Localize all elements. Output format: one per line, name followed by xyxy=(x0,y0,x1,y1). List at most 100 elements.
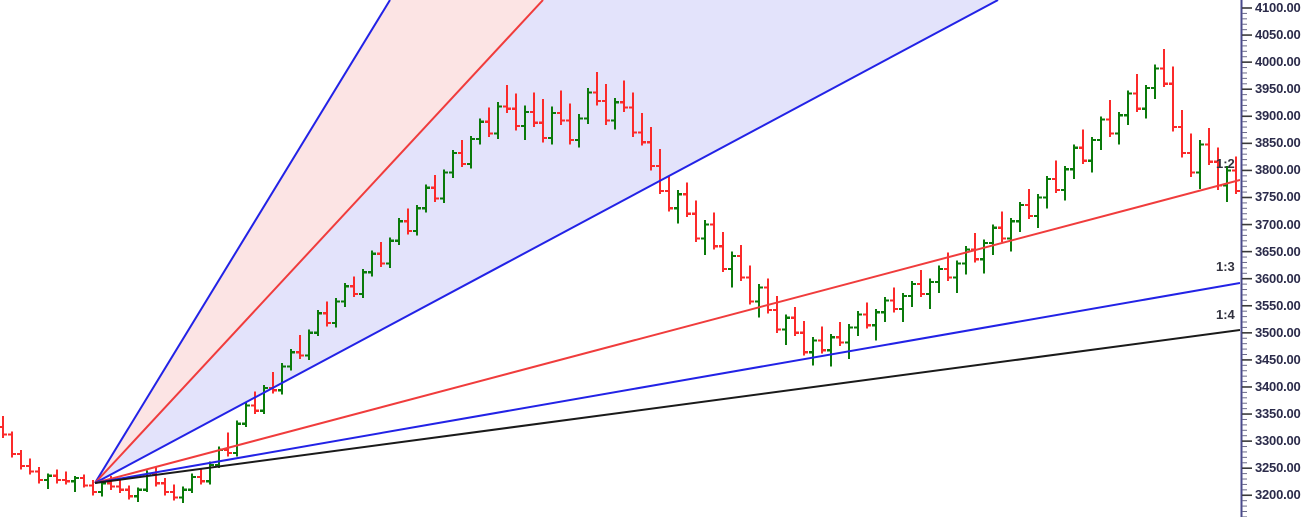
ohlc-bar xyxy=(710,212,718,250)
ohlc-bar xyxy=(521,105,529,141)
ohlc-bar xyxy=(1079,129,1087,164)
ohlc-bar xyxy=(53,469,61,484)
ohlc-bar xyxy=(908,280,916,307)
ohlc-bar xyxy=(62,471,70,485)
ohlc-bar xyxy=(539,98,547,143)
ohlc-bar xyxy=(161,477,169,496)
ohlc-bar xyxy=(458,140,466,168)
ohlc-bar xyxy=(1061,166,1069,201)
price-tick-label: 3400.00 xyxy=(1255,378,1301,394)
ohlc-bar xyxy=(296,335,304,359)
ohlc-bar xyxy=(980,239,988,274)
ohlc-bar xyxy=(800,320,808,356)
ohlc-bar xyxy=(854,311,862,337)
ohlc-bar xyxy=(305,329,313,360)
ohlc-bar xyxy=(656,148,664,195)
ohlc-bar xyxy=(971,233,979,263)
price-chart-plot-area[interactable]: 1:2 1:3 1:4 xyxy=(0,0,1240,517)
ohlc-bar xyxy=(278,363,286,395)
fan-line-1-1[interactable] xyxy=(94,0,544,484)
ohlc-bar xyxy=(413,205,421,236)
ohlc-bar xyxy=(350,276,358,298)
price-tick-label: 3500.00 xyxy=(1255,324,1301,340)
ohlc-bar xyxy=(692,200,700,242)
ohlc-bar xyxy=(530,92,538,128)
ohlc-bar xyxy=(638,113,646,146)
price-axis-ticks xyxy=(1240,0,1252,517)
ohlc-bar xyxy=(683,182,691,217)
ohlc-bar xyxy=(1043,175,1051,209)
ohlc-bar xyxy=(557,90,565,125)
ohlc-bar xyxy=(926,278,934,310)
ohlc-bar xyxy=(422,184,430,213)
ohlc-bar xyxy=(224,432,232,457)
ohlc-bar xyxy=(1052,160,1060,194)
ohlc-bar xyxy=(935,265,943,293)
ohlc-bar xyxy=(845,324,853,359)
ohlc-bar xyxy=(404,208,412,235)
price-tick-label: 3650.00 xyxy=(1255,243,1301,259)
fan-line-1-3[interactable] xyxy=(94,282,1240,484)
ohlc-bar xyxy=(152,467,160,487)
ohlc-bar xyxy=(431,174,439,202)
fan-line-1-1[interactable] xyxy=(94,0,999,484)
ohlc-bar xyxy=(890,287,898,313)
price-tick-label: 3850.00 xyxy=(1255,135,1301,151)
fan-label-1-4: 1:4 xyxy=(1216,307,1235,322)
ohlc-bar xyxy=(1088,136,1096,173)
ohlc-bar xyxy=(1070,144,1078,180)
ohlc-bar xyxy=(1196,140,1204,189)
ohlc-bar xyxy=(251,391,259,415)
ohlc-bar xyxy=(989,224,997,255)
price-tick-label: 4050.00 xyxy=(1255,27,1301,43)
ohlc-bar xyxy=(449,149,457,178)
ohlc-bar xyxy=(881,297,889,323)
ohlc-bar xyxy=(323,301,331,327)
ohlc-bar xyxy=(395,218,403,246)
ohlc-bar xyxy=(467,135,475,169)
ohlc-bar xyxy=(629,92,637,137)
ohlc-bar xyxy=(791,306,799,337)
ohlc-bar xyxy=(746,265,754,305)
ohlc-bar xyxy=(953,260,961,293)
ohlc-bar xyxy=(341,283,349,307)
ohlc-bar xyxy=(764,278,772,314)
ohlc-bar xyxy=(0,416,7,438)
ohlc-bar xyxy=(1160,49,1168,88)
fan-line-1-4[interactable] xyxy=(94,329,1240,484)
ohlc-bar xyxy=(620,80,628,112)
ohlc-bar xyxy=(647,127,655,171)
ohlc-bar xyxy=(566,103,574,145)
ohlc-bar xyxy=(998,211,1006,242)
ohlc-bar xyxy=(44,473,52,489)
ohlc-bar xyxy=(1097,116,1105,150)
price-tick-label: 4100.00 xyxy=(1255,0,1301,15)
price-axis[interactable]: 4100.00 4050.00 4000.00 3950.00 3900.00 3850.… xyxy=(1240,0,1306,517)
ohlc-bar xyxy=(386,237,394,268)
ohlc-bar xyxy=(701,220,709,255)
ohlc-bar xyxy=(494,102,502,140)
ohlc-bar xyxy=(1016,201,1024,233)
ohlc-bar xyxy=(719,232,727,273)
fan-line-1-1[interactable] xyxy=(94,0,391,484)
ohlc-bar xyxy=(593,71,601,106)
ohlc-bar xyxy=(1124,90,1132,125)
price-tick-label: 3450.00 xyxy=(1255,351,1301,367)
ohlc-bar xyxy=(116,479,124,494)
price-tick-label: 3950.00 xyxy=(1255,81,1301,97)
ohlc-bar xyxy=(35,467,43,484)
ohlc-bar xyxy=(611,97,619,130)
ohlc-bar xyxy=(206,461,214,485)
ohlc-bar xyxy=(1025,188,1033,220)
ohlc-bar xyxy=(674,189,682,224)
ohlc-bar xyxy=(1232,156,1240,195)
price-tick-label: 3750.00 xyxy=(1255,189,1301,205)
price-tick-label: 3700.00 xyxy=(1255,216,1301,232)
price-tick-label: 3250.00 xyxy=(1255,460,1301,476)
ohlc-bar xyxy=(80,474,88,488)
ohlc-bar xyxy=(179,486,187,503)
ohlc-bar xyxy=(602,83,610,125)
price-tick-label: 3900.00 xyxy=(1255,108,1301,124)
ohlc-bar xyxy=(98,481,106,497)
fan-line-1-2[interactable] xyxy=(94,179,1240,484)
